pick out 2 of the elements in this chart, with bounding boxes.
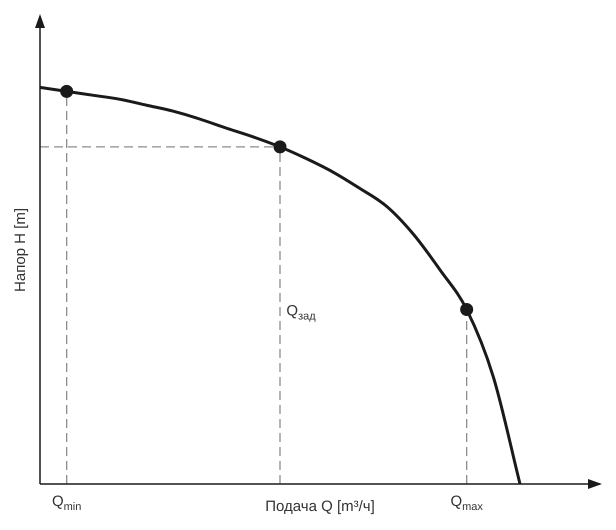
x-axis-title: Подача Q [m³/ч] xyxy=(265,498,375,516)
y-axis-title: Напор H [m] xyxy=(12,208,30,292)
